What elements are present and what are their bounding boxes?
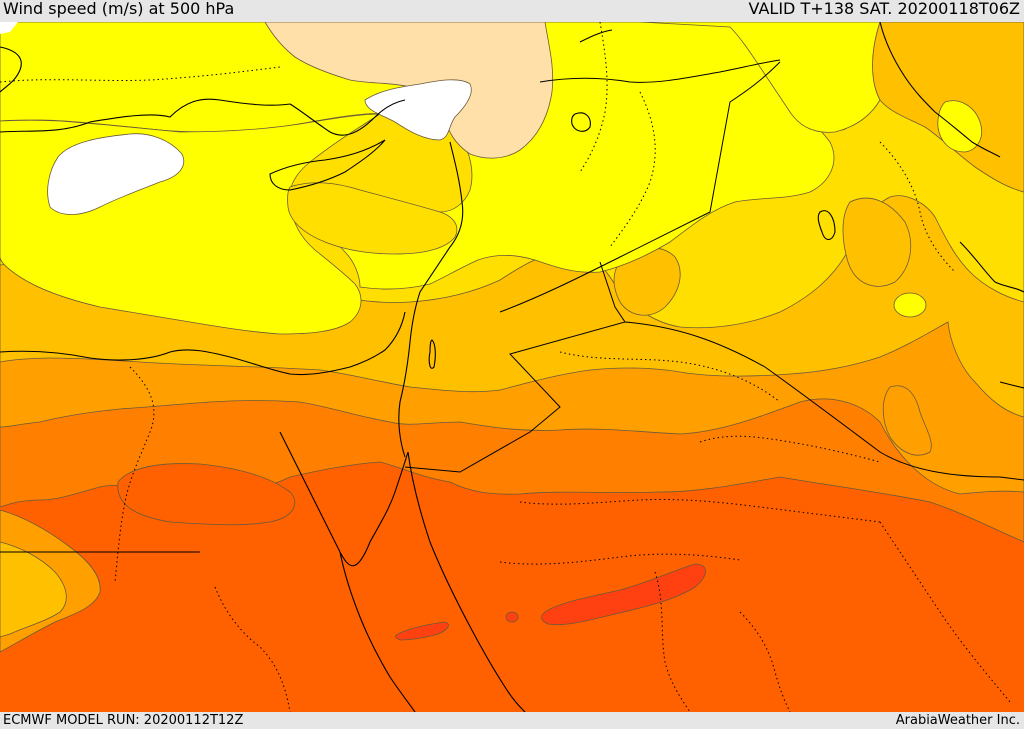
blob-red-orange-west: [117, 463, 296, 526]
header-bar: Wind speed (m/s) at 500 hPa VALID T+138 …: [0, 0, 1024, 22]
admin-boundary-6: [499, 553, 741, 565]
admin-boundary-7: [654, 571, 691, 712]
coastline-black-sea: [579, 29, 613, 43]
patch-amber-east: [842, 197, 912, 287]
patch-yellow-northeast: [639, 22, 881, 133]
border-saudi-kuwait: [624, 321, 1024, 481]
wind-speed-map: [0, 22, 1024, 712]
valid-time: VALID T+138 SAT. 20200118T06Z: [748, 0, 1020, 18]
admin-boundary-9: [879, 521, 1011, 703]
coastline-turkey-south: [0, 98, 406, 136]
coastline-cyprus: [269, 139, 386, 191]
coastline-gulf-of-suez: [279, 431, 409, 567]
patch-yellow-small: [893, 292, 927, 318]
coastline-red-sea-east: [407, 451, 526, 712]
model-run: ECMWF MODEL RUN: 20200112T12Z: [3, 713, 244, 728]
coastline-lake-urmia: [817, 210, 836, 241]
coastline-lake-van: [571, 112, 591, 132]
admin-boundary-3: [609, 91, 656, 248]
blob-gold-turkey: [287, 182, 458, 255]
blob-red-south: [541, 563, 706, 626]
admin-boundary-5: [519, 498, 881, 523]
borders: [0, 59, 1024, 553]
coastline-levant: [398, 141, 464, 458]
lobe-amber-west: [0, 541, 67, 638]
border-jordan-saudi: [404, 261, 626, 473]
credit: ArabiaWeather Inc.: [895, 713, 1020, 728]
coastline-dead-sea: [428, 339, 436, 369]
patch-yellow-east: [937, 100, 982, 153]
blob-red-sea: [395, 621, 449, 641]
lobe-orange-east: [882, 385, 932, 456]
coastline-caspian: [879, 22, 1001, 158]
area-white-north: [364, 79, 472, 141]
blob-red-small: [505, 611, 519, 623]
coastline-turkey-west: [0, 46, 22, 93]
admin-boundary-2: [579, 22, 608, 173]
admin-boundary-12: [214, 586, 291, 712]
footer-bar: ECMWF MODEL RUN: 20200112T12Z ArabiaWeat…: [0, 712, 1024, 729]
area-white-west: [47, 133, 185, 215]
coastline-egypt-north: [0, 311, 406, 376]
admin-boundary-11: [699, 435, 881, 463]
admin-boundary-13: [879, 141, 956, 273]
map-title: Wind speed (m/s) at 500 hPa: [3, 0, 235, 18]
coastline-gulf-arabian: [999, 381, 1024, 389]
area-white-corner: [0, 22, 18, 34]
coastline-red-sea-west: [339, 551, 416, 712]
admin-boundary-4: [114, 366, 155, 583]
coastline-persian-gulf: [959, 241, 1024, 293]
border-syria-iraq: [539, 59, 781, 83]
border-iraq-saudi: [499, 61, 781, 313]
coastlines: [0, 22, 1024, 712]
admin-boundaries: [0, 22, 1011, 712]
